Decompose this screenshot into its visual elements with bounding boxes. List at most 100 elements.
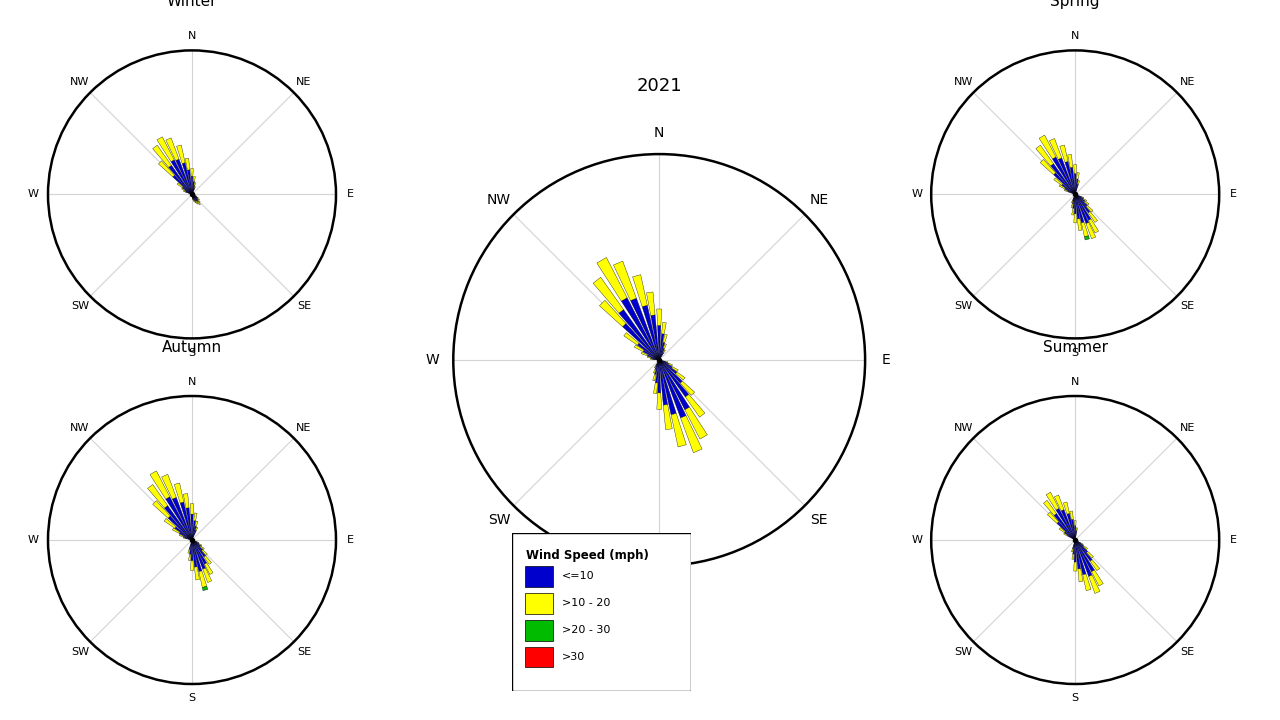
Text: >20 - 30: >20 - 30 (562, 625, 611, 635)
Polygon shape (1075, 194, 1091, 213)
Polygon shape (195, 567, 200, 580)
Polygon shape (182, 188, 186, 191)
Polygon shape (165, 497, 192, 540)
Polygon shape (666, 361, 668, 363)
Polygon shape (195, 186, 196, 189)
Polygon shape (1059, 528, 1065, 533)
Text: NW: NW (70, 423, 90, 433)
Polygon shape (668, 364, 672, 366)
Polygon shape (1073, 194, 1075, 209)
Polygon shape (1078, 181, 1079, 184)
Polygon shape (648, 356, 652, 359)
Polygon shape (1053, 173, 1075, 194)
Polygon shape (622, 323, 659, 360)
Polygon shape (1074, 521, 1076, 526)
Polygon shape (157, 137, 174, 162)
Text: NW: NW (486, 193, 511, 207)
Polygon shape (1074, 165, 1076, 174)
Text: W: W (426, 353, 439, 367)
Polygon shape (1074, 540, 1076, 562)
Polygon shape (1075, 194, 1082, 197)
Polygon shape (192, 526, 196, 540)
Polygon shape (659, 360, 689, 397)
Polygon shape (168, 516, 192, 540)
Polygon shape (659, 360, 668, 405)
Text: SE: SE (810, 513, 828, 527)
Polygon shape (659, 348, 664, 360)
Text: >10 - 20: >10 - 20 (562, 598, 611, 608)
Polygon shape (663, 343, 667, 348)
Polygon shape (191, 561, 193, 570)
Text: Autumn: Autumn (163, 340, 221, 354)
Polygon shape (193, 513, 197, 521)
Polygon shape (1071, 209, 1074, 215)
Bar (525, 566, 553, 587)
Polygon shape (1085, 222, 1096, 239)
Text: N: N (654, 127, 664, 140)
Text: >30: >30 (562, 652, 585, 662)
Text: S: S (1071, 348, 1079, 358)
Polygon shape (1036, 145, 1053, 166)
Polygon shape (191, 540, 193, 561)
Text: S: S (655, 580, 663, 593)
Polygon shape (659, 360, 690, 410)
Polygon shape (1075, 540, 1082, 544)
Polygon shape (659, 360, 666, 362)
Polygon shape (186, 158, 189, 170)
Polygon shape (635, 345, 644, 351)
Text: W: W (28, 535, 40, 545)
Polygon shape (188, 549, 189, 553)
Text: E: E (347, 189, 353, 199)
Text: W: W (28, 189, 40, 199)
Polygon shape (192, 530, 196, 540)
Polygon shape (1075, 194, 1089, 224)
Polygon shape (187, 170, 192, 194)
Polygon shape (1050, 138, 1061, 159)
Polygon shape (1075, 194, 1091, 220)
Polygon shape (1068, 191, 1075, 194)
Polygon shape (1075, 194, 1087, 207)
Polygon shape (173, 528, 180, 534)
Polygon shape (205, 563, 212, 575)
Polygon shape (1060, 145, 1068, 162)
Text: S: S (1071, 693, 1079, 703)
Text: NE: NE (810, 193, 829, 207)
Text: SW: SW (954, 647, 973, 657)
Polygon shape (1074, 214, 1076, 223)
Polygon shape (200, 546, 205, 549)
Polygon shape (659, 360, 686, 418)
Polygon shape (1076, 173, 1079, 179)
Polygon shape (1075, 540, 1084, 546)
Text: E: E (882, 353, 890, 367)
Polygon shape (648, 355, 659, 360)
Polygon shape (659, 360, 672, 368)
Polygon shape (593, 277, 623, 313)
Polygon shape (201, 549, 207, 555)
Polygon shape (1071, 549, 1073, 552)
Polygon shape (663, 350, 666, 353)
Polygon shape (182, 187, 192, 194)
Polygon shape (1078, 219, 1082, 230)
Polygon shape (1074, 526, 1076, 540)
Polygon shape (1075, 540, 1085, 575)
Polygon shape (1057, 522, 1075, 540)
Text: N: N (188, 31, 196, 41)
Text: SE: SE (1180, 302, 1194, 312)
Polygon shape (186, 538, 192, 540)
Polygon shape (1078, 569, 1083, 582)
Polygon shape (182, 163, 192, 194)
Polygon shape (1065, 531, 1075, 540)
Text: SE: SE (297, 647, 311, 657)
Polygon shape (189, 540, 192, 549)
Polygon shape (186, 190, 192, 194)
Polygon shape (192, 540, 198, 544)
Polygon shape (632, 275, 648, 307)
Text: E: E (347, 535, 353, 545)
Polygon shape (192, 540, 206, 557)
Polygon shape (189, 540, 192, 554)
Polygon shape (192, 540, 197, 542)
Polygon shape (1092, 570, 1103, 586)
Polygon shape (1039, 135, 1056, 159)
Polygon shape (657, 309, 662, 325)
Polygon shape (192, 540, 201, 546)
